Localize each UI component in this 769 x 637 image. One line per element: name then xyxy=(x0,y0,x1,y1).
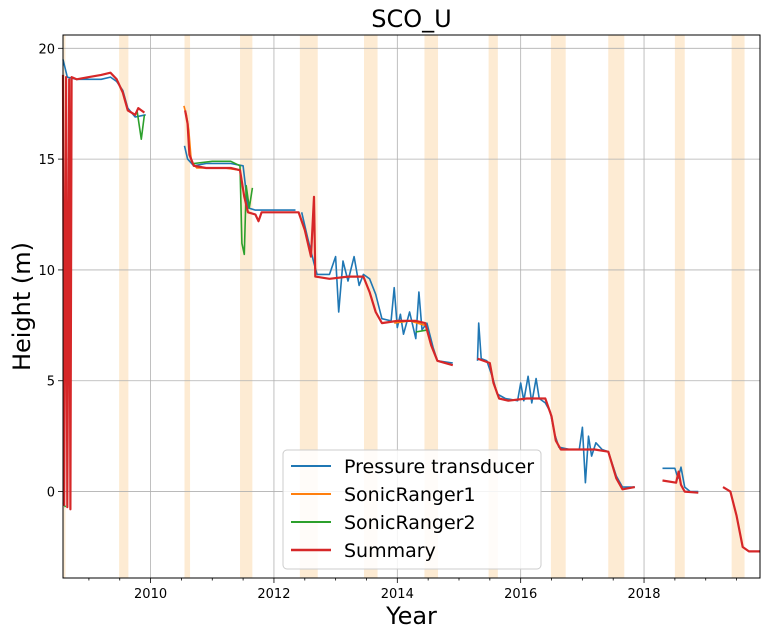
y-tick-label: 15 xyxy=(38,153,55,168)
legend-entry-3: Summary xyxy=(344,540,436,562)
plot-frame xyxy=(62,34,761,579)
melt-season-band-5 xyxy=(364,35,378,578)
series-line-segment xyxy=(477,357,635,491)
melt-season-band-2 xyxy=(184,35,191,578)
y-tick-label: 0 xyxy=(47,486,55,501)
series-line-segment xyxy=(136,110,146,140)
melt-season-band-4 xyxy=(299,35,318,578)
y-axis-ticks: 0 5 10 15 20 xyxy=(38,42,63,501)
x-tick-label: 2014 xyxy=(381,587,414,602)
y-tick-label: 10 xyxy=(38,264,55,279)
legend-entry-2: SonicRanger2 xyxy=(344,512,476,534)
series-lines xyxy=(61,59,760,553)
y-tick-label: 5 xyxy=(47,375,55,390)
series-line-segment xyxy=(61,71,146,511)
melt-season-band-10 xyxy=(674,35,685,578)
y-tick-label: 20 xyxy=(38,42,55,57)
series-line-segment xyxy=(662,470,699,494)
melt-season-band-1 xyxy=(119,35,129,578)
x-tick-label: 2016 xyxy=(504,587,537,602)
series-line-segment xyxy=(184,110,454,367)
series-line-segment xyxy=(193,160,254,256)
legend: Pressure transducer SonicRanger1 SonicRang… xyxy=(282,449,542,570)
series-0 xyxy=(62,59,699,493)
chart-title: SCO_U xyxy=(371,5,451,33)
melt-season-band-7 xyxy=(488,35,498,578)
x-tick-label: 2010 xyxy=(134,587,167,602)
melt-season-band-9 xyxy=(608,35,625,578)
x-tick-label: 2012 xyxy=(257,587,290,602)
melt-season-band-8 xyxy=(550,35,566,578)
x-tick-label: 2018 xyxy=(627,587,660,602)
series-line-segment xyxy=(62,59,146,118)
series-3 xyxy=(61,71,760,553)
legend-entry-1: SonicRanger1 xyxy=(344,484,476,506)
legend-entry-0: Pressure transducer xyxy=(344,456,534,478)
melt-season-band-6 xyxy=(424,35,439,578)
y-axis-label: Height (m) xyxy=(8,242,36,371)
melt-season-band-11 xyxy=(731,35,745,578)
series-line-segment xyxy=(300,212,453,364)
x-axis-label: Year xyxy=(385,602,437,630)
x-axis-ticks: 2010 2012 2014 2016 2018 xyxy=(88,578,737,602)
legend-box xyxy=(282,449,542,570)
gridlines xyxy=(63,35,760,578)
melt-season-shading xyxy=(63,35,745,578)
melt-season-band-3 xyxy=(240,35,253,578)
series-line-segment xyxy=(722,486,760,553)
